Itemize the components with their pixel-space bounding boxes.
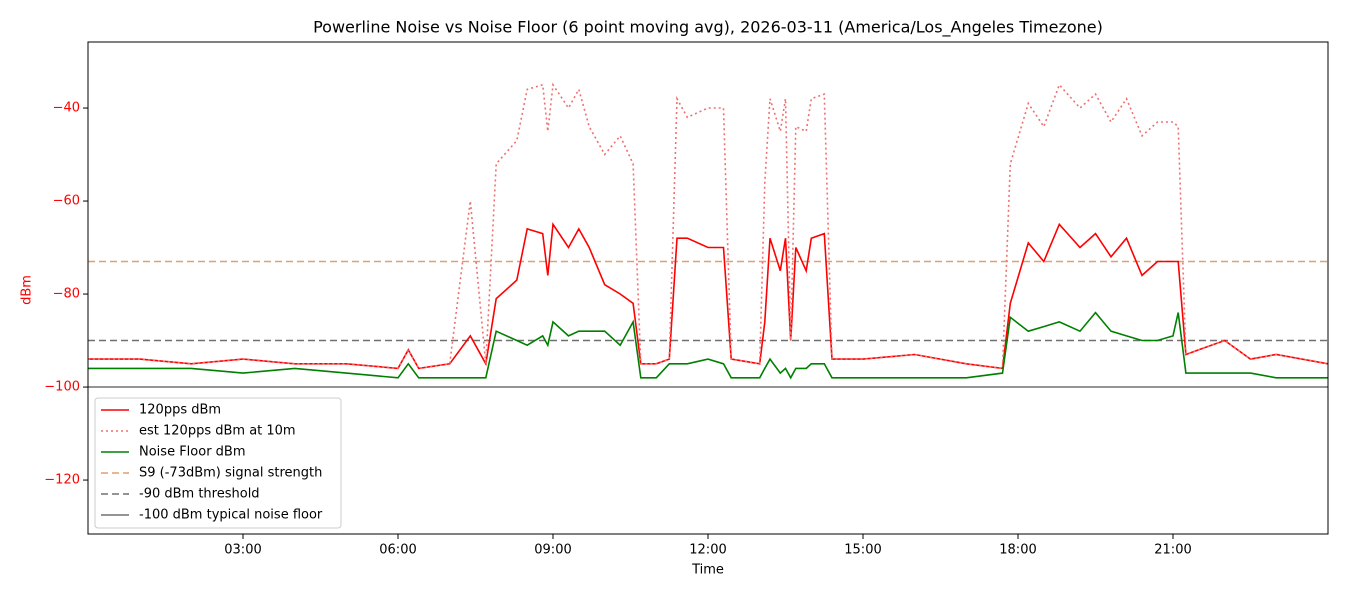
legend-label: S9 (-73dBm) signal strength [139,466,322,481]
legend-box [94,397,342,529]
x-tick-label: 03:00 [224,543,261,558]
legend-label: -90 dBm threshold [139,487,260,502]
y-tick-label: −40 [53,101,80,116]
x-tick-label: 15:00 [844,543,881,558]
legend-label: -100 dBm typical noise floor [139,508,323,523]
plot-frame [87,41,1329,535]
plot-area [88,82,1328,388]
legend-label: est 120pps dBm at 10m [139,424,296,439]
y-tick-label: −60 [53,194,80,209]
y-axis-label: dBm [20,275,35,305]
x-tick-label: 12:00 [689,543,726,558]
legend-label: 120pps dBm [139,403,221,418]
y-tick-label: −100 [44,380,80,395]
series-line [88,82,1328,370]
x-tick-label: 06:00 [379,543,416,558]
legend-label: Noise Floor dBm [139,445,246,460]
chart-title: Powerline Noise vs Noise Floor (6 point … [313,18,1103,38]
x-axis-label: Time [691,563,724,578]
y-tick-label: −80 [53,287,80,302]
x-tick-label: 09:00 [534,543,571,558]
y-tick-label: −120 [44,473,80,488]
x-tick-label: 18:00 [999,543,1036,558]
series-line [88,222,1328,370]
series-line [88,311,1328,380]
x-tick-label: 21:00 [1154,543,1191,558]
